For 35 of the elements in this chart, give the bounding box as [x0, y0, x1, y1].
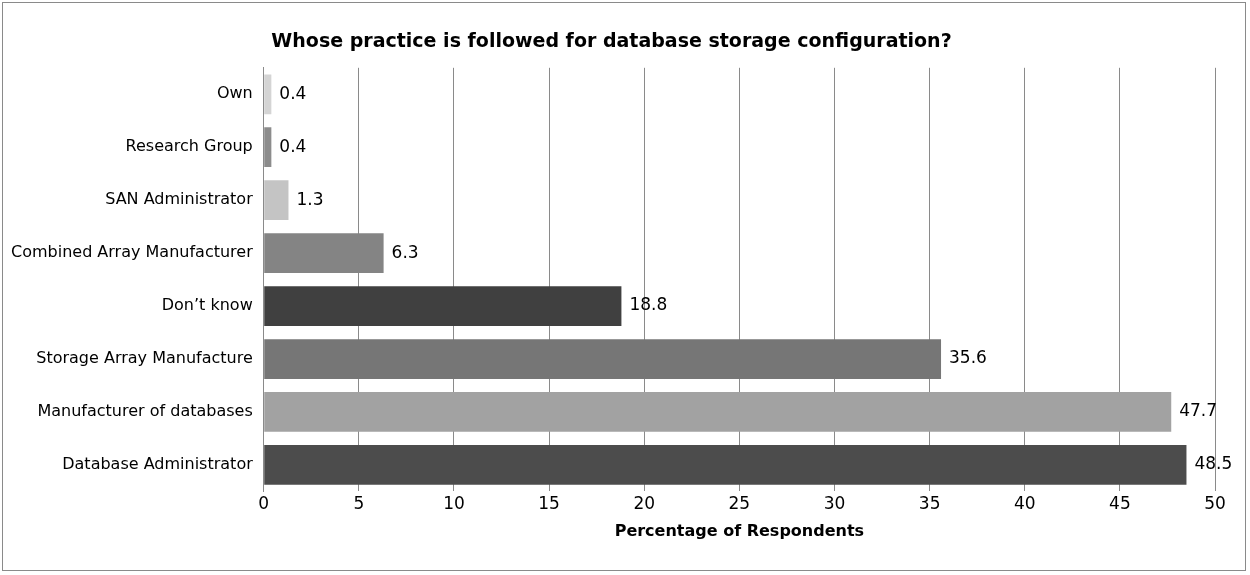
- y-tick-label: SAN Administrator: [105, 189, 254, 209]
- x-tick-label: 0: [258, 493, 270, 514]
- x-tick-label: 10: [443, 493, 465, 514]
- bar: [264, 180, 289, 221]
- y-tick-label: Manufacturer of databases: [37, 401, 253, 421]
- data-label: 1.3: [296, 188, 324, 209]
- x-axis-title: Percentage of Respondents: [614, 520, 865, 540]
- x-tick-label: 35: [918, 493, 941, 514]
- y-tick-label: Storage Array Manufacture: [36, 348, 253, 368]
- bar: [264, 286, 622, 326]
- data-label: 6.3: [391, 241, 419, 262]
- data-label: 18.8: [629, 294, 668, 315]
- x-tick-label: 50: [1204, 493, 1226, 514]
- bar: [264, 74, 272, 115]
- data-label: 0.4: [279, 135, 307, 156]
- bar: [264, 445, 1187, 485]
- data-label: 0.4: [279, 82, 307, 103]
- x-tick-label: 45: [1109, 493, 1131, 514]
- y-tick-label: Research Group: [125, 136, 253, 156]
- data-label: 47.7: [1179, 400, 1218, 421]
- y-tick-label: Database Administrator: [62, 454, 254, 474]
- x-tick-label: 5: [353, 493, 365, 514]
- y-tick-label: Combined Array Manufacturer: [10, 242, 254, 262]
- chart-title: Whose practice is followed for database storage configuration?: [271, 29, 952, 52]
- x-tick-label: 25: [728, 493, 751, 514]
- y-tick-label: Own: [216, 83, 253, 103]
- x-tick-label: 30: [823, 493, 846, 514]
- x-tick-label: 20: [633, 493, 656, 514]
- data-label: 48.5: [1194, 453, 1233, 474]
- bar: [264, 392, 1172, 432]
- x-tick-label: 40: [1013, 493, 1036, 514]
- data-label: 35.6: [949, 347, 987, 368]
- x-tick-label: 15: [538, 493, 560, 514]
- y-tick-label: Don’t know: [161, 295, 253, 315]
- bar: [264, 339, 942, 379]
